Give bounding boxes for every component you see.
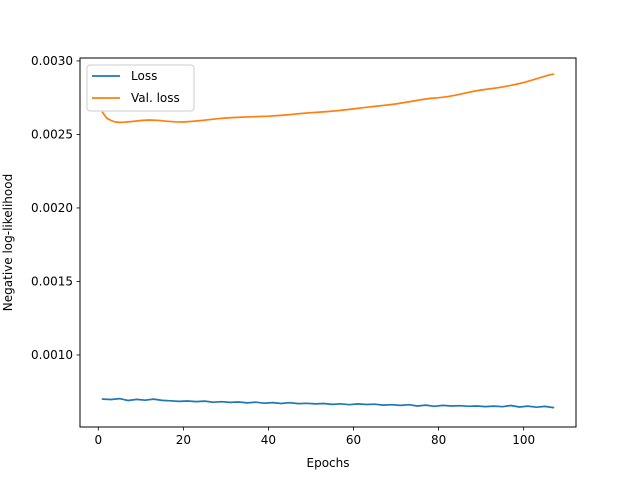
y-tick-label: 0.0020 [31, 201, 73, 215]
x-axis-label: Epochs [307, 456, 350, 470]
series-layer [101, 73, 555, 409]
x-tick-label: 0 [94, 433, 102, 447]
x-tick-label: 40 [261, 433, 276, 447]
legend-label-val-loss: Val. loss [131, 91, 180, 105]
y-tick-label: 0.0010 [31, 348, 73, 362]
series-line-val-loss [101, 73, 555, 124]
plot-frame [79, 57, 577, 428]
y-tick-label: 0.0015 [31, 274, 73, 288]
x-axis: 0 20 40 60 80 100 [94, 427, 535, 447]
x-tick-label: 100 [512, 433, 535, 447]
y-tick-label: 0.0030 [31, 54, 73, 68]
y-axis: 0.0010 0.0015 0.0020 0.0025 0.0030 [31, 54, 80, 362]
x-tick-label: 60 [346, 433, 361, 447]
legend: Loss Val. loss [86, 64, 195, 112]
y-axis-label: Negative log-likelihood [1, 174, 15, 311]
legend-label-loss: Loss [131, 69, 157, 83]
series-line-loss [101, 397, 555, 409]
x-tick-label: 20 [176, 433, 191, 447]
y-tick-label: 0.0025 [31, 127, 73, 141]
x-tick-label: 80 [431, 433, 446, 447]
